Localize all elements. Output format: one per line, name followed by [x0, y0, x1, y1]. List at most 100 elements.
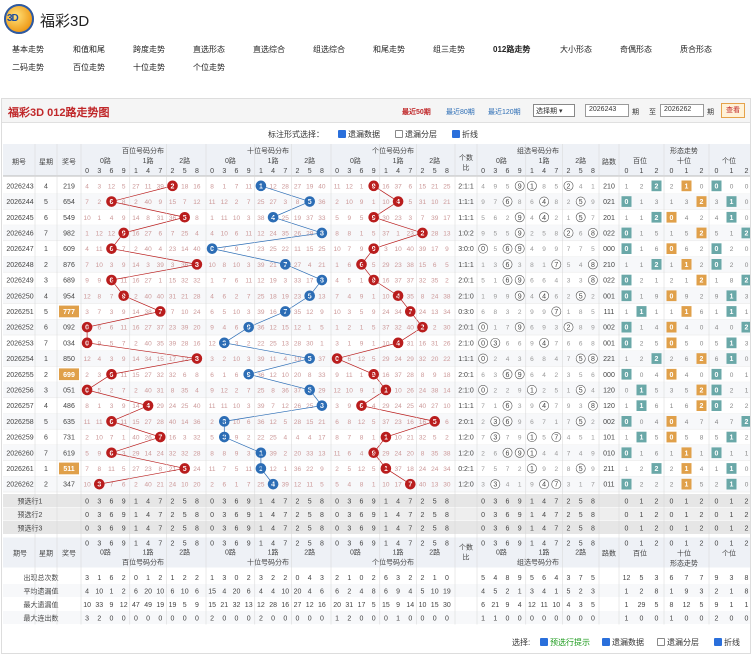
zu-digit: 0 — [481, 356, 485, 363]
miss-s: 35 — [294, 309, 302, 316]
zu-miss: 7 — [542, 419, 546, 426]
xt-miss: 6 — [655, 246, 659, 253]
miss-g: 29 — [407, 356, 415, 363]
miss-s: 7 — [271, 403, 275, 410]
range-120-link[interactable]: 最近120期 — [488, 109, 521, 116]
opt-line[interactable]: 折线 — [452, 129, 478, 140]
row-ratio: 1:1:1 — [458, 215, 474, 222]
footer-opt-missing[interactable]: 遗漏数据 — [602, 637, 644, 648]
xt-miss: 2 — [745, 435, 749, 442]
stat-value: 2 — [372, 575, 376, 582]
miss-s: 5 — [210, 435, 214, 442]
zu-miss: 9 — [542, 246, 546, 253]
xt-cell — [666, 416, 677, 427]
checkbox-icon[interactable] — [338, 130, 346, 138]
stat-value: 4 — [554, 575, 558, 582]
stat-xt-value: 1 — [625, 602, 629, 609]
fh-digit-g: 0 — [335, 541, 339, 548]
nav-item-2-0[interactable]: 二码走势 — [12, 63, 44, 72]
xt-cell — [696, 227, 707, 239]
zu-digit: 0 — [481, 325, 485, 332]
opt-missing-layer[interactable]: 遗漏分层 — [395, 129, 437, 140]
row-qihao: 2026246 — [6, 230, 33, 237]
stat-value: 4 — [408, 589, 412, 596]
forecast-xt: 2 — [745, 526, 749, 533]
zu-miss: 7 — [481, 403, 485, 410]
range-80-link[interactable]: 最近80期 — [446, 109, 475, 116]
miss-b: 3 — [97, 183, 101, 190]
checkbox-icon[interactable] — [657, 638, 665, 646]
stat-value: 6 — [134, 589, 138, 596]
nav-item-1-1[interactable]: 和值和尾 — [73, 45, 105, 54]
stat-xt-value: 0 — [700, 616, 704, 623]
zu-digit: 3 — [493, 435, 497, 442]
footer-opt-layer[interactable]: 遗漏分层 — [657, 637, 699, 648]
miss-b: 23 — [144, 466, 152, 473]
forecast-xt: 1 — [685, 526, 689, 533]
checkbox-icon[interactable] — [452, 130, 460, 138]
opt-missing-data[interactable]: 遗漏数据 — [338, 129, 380, 140]
miss-s: 10 — [221, 230, 229, 237]
miss-s: 25 — [269, 340, 277, 347]
miss-b: 28 — [193, 293, 201, 300]
nav-item-1-8[interactable]: 012路走势 — [493, 45, 531, 54]
miss-g: 9 — [433, 372, 437, 379]
checkbox-icon[interactable] — [602, 638, 610, 646]
xt-cell — [726, 353, 737, 364]
nav-item-1-10[interactable]: 奇偶形态 — [620, 45, 652, 54]
query-button[interactable]: 查看 — [721, 103, 745, 118]
xt-miss: 2 — [700, 246, 704, 253]
zu-ball — [527, 447, 537, 458]
forecast-digit-2: 4 — [396, 499, 400, 506]
footer-opt-forecast[interactable]: 预选行提示 — [540, 637, 590, 648]
stat-value: 4 — [271, 589, 275, 596]
ball-digit-g: 4 — [396, 340, 400, 347]
stat-value: 0 — [158, 616, 162, 623]
checkbox-icon[interactable] — [714, 638, 722, 646]
from-period-input[interactable]: 2026243 — [585, 104, 629, 117]
nav-item-1-5[interactable]: 组选综合 — [313, 45, 345, 54]
miss-s: 18 — [269, 293, 277, 300]
row-ratio: 0:2:1 — [458, 466, 474, 473]
period-select[interactable]: 选择期 ▾ — [533, 104, 575, 117]
to-period-input[interactable]: 2026262 — [660, 104, 704, 117]
zu-miss: 8 — [493, 309, 497, 316]
nav-item-2-1[interactable]: 百位走势 — [73, 63, 105, 72]
nav-item-1-11[interactable]: 质合形态 — [680, 45, 712, 54]
forecast-digit-0: 5 — [183, 499, 187, 506]
footer-opt-line[interactable]: 折线 — [714, 637, 740, 648]
nav-item-1-9[interactable]: 大小形态 — [560, 45, 592, 54]
xt-miss: 2 — [655, 482, 659, 489]
miss-s: 15 — [306, 246, 314, 253]
ball-digit-b: 6 — [110, 372, 114, 379]
nav-item-1-2[interactable]: 跨度走势 — [133, 45, 165, 54]
nav-item-1-4[interactable]: 直选综合 — [253, 45, 285, 54]
trend-panel: 福彩3D 012路走势图 最近50期 最近80期 最近120期 选择期 ▾ 20… — [1, 98, 751, 654]
ball-digit-g: 6 — [360, 262, 364, 269]
stat-value: 0 — [171, 616, 175, 623]
nav-item-1-3[interactable]: 直选形态 — [193, 45, 225, 54]
stat-value: 0 — [235, 616, 239, 623]
zu-miss: 4 — [506, 482, 510, 489]
nav-item-1-6[interactable]: 和尾走势 — [373, 45, 405, 54]
nav-item-2-2[interactable]: 十位走势 — [133, 63, 165, 72]
zu-miss: 9 — [481, 230, 485, 237]
zu-miss: 2 — [567, 293, 571, 300]
checkbox-icon[interactable] — [395, 130, 403, 138]
zu-digit: 4 — [542, 199, 546, 206]
miss-g: 38 — [431, 387, 439, 394]
stat-value: 0 — [320, 616, 324, 623]
nav-item-1-7[interactable]: 组三走势 — [433, 45, 465, 54]
xt-digit: 0 — [670, 293, 674, 300]
stat-value: 1 — [433, 575, 437, 582]
miss-b: 7 — [85, 466, 89, 473]
miss-g: 4 — [347, 482, 351, 489]
miss-g: 3 — [347, 309, 351, 316]
range-50-link[interactable]: 最近50期 — [402, 109, 431, 116]
xt-digit: 1 — [730, 482, 734, 489]
nav-item-2-3[interactable]: 个位走势 — [193, 63, 225, 72]
fh-lu2: 2路 — [429, 548, 440, 557]
xt-cell — [621, 368, 632, 380]
nav-item-1-0[interactable]: 基本走势 — [12, 45, 44, 54]
checkbox-icon[interactable] — [540, 638, 548, 646]
